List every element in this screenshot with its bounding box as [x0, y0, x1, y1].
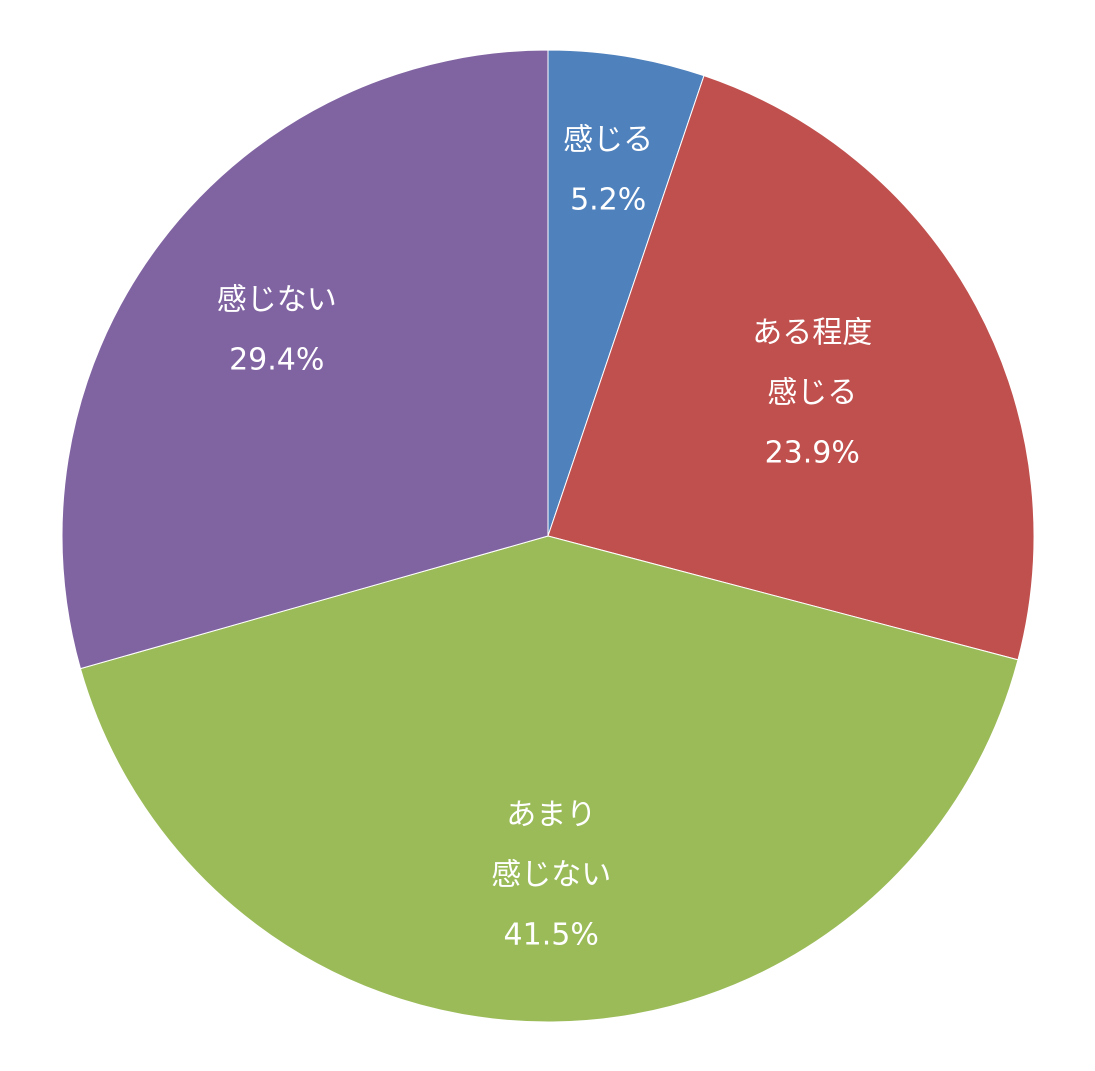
slice-category-label: 感じる [767, 375, 857, 410]
slice-value-label: 41.5% [504, 917, 599, 952]
pie-slice [547, 75, 1035, 661]
pie-slice [61, 49, 549, 670]
slice-category-label: 感じない [491, 857, 611, 892]
slice-value-label: 23.9% [765, 435, 860, 470]
slice-value-label: 29.4% [229, 343, 324, 378]
pie-slice [79, 535, 1019, 1023]
slice-category-label: 感じる [563, 122, 653, 157]
slice-category-label: 感じない [217, 283, 337, 318]
slice-value-label: 5.2% [570, 182, 646, 217]
pie-slice [547, 49, 705, 537]
slice-category-label: ある程度 [752, 315, 872, 350]
slice-category-label: あまり [506, 797, 596, 832]
pie-slices [61, 49, 1035, 1023]
